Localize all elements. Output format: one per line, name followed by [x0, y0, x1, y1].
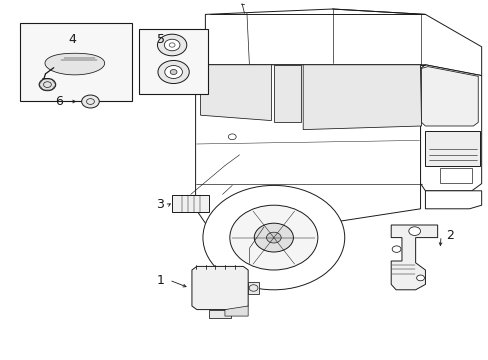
- Circle shape: [164, 39, 180, 51]
- Polygon shape: [200, 65, 271, 121]
- Polygon shape: [172, 195, 209, 212]
- Circle shape: [158, 60, 189, 84]
- Circle shape: [170, 69, 177, 75]
- Circle shape: [391, 246, 400, 252]
- Polygon shape: [191, 266, 248, 310]
- Circle shape: [416, 275, 424, 281]
- Bar: [439, 168, 471, 183]
- Bar: [209, 310, 230, 318]
- Polygon shape: [224, 306, 248, 316]
- Circle shape: [157, 34, 186, 56]
- Polygon shape: [45, 53, 104, 75]
- Circle shape: [203, 185, 344, 290]
- Polygon shape: [273, 65, 300, 122]
- Text: 3: 3: [156, 198, 164, 211]
- Text: 1: 1: [156, 274, 164, 287]
- Text: 6: 6: [55, 95, 62, 108]
- Text: 2: 2: [445, 229, 453, 242]
- Polygon shape: [205, 9, 481, 76]
- Circle shape: [408, 227, 420, 235]
- Bar: [425, 131, 479, 166]
- Circle shape: [266, 232, 281, 243]
- Circle shape: [81, 95, 99, 108]
- Bar: [20, 23, 132, 101]
- Polygon shape: [421, 67, 477, 126]
- Polygon shape: [390, 225, 437, 290]
- Text: 4: 4: [68, 33, 76, 46]
- Bar: [248, 282, 259, 294]
- Circle shape: [164, 66, 182, 78]
- Polygon shape: [425, 191, 481, 209]
- Polygon shape: [195, 65, 420, 227]
- Circle shape: [39, 78, 56, 91]
- Circle shape: [254, 223, 293, 252]
- Text: 5: 5: [157, 33, 165, 46]
- Circle shape: [228, 134, 236, 140]
- Polygon shape: [420, 65, 481, 191]
- Circle shape: [229, 205, 317, 270]
- Polygon shape: [303, 65, 421, 130]
- Bar: [139, 29, 207, 94]
